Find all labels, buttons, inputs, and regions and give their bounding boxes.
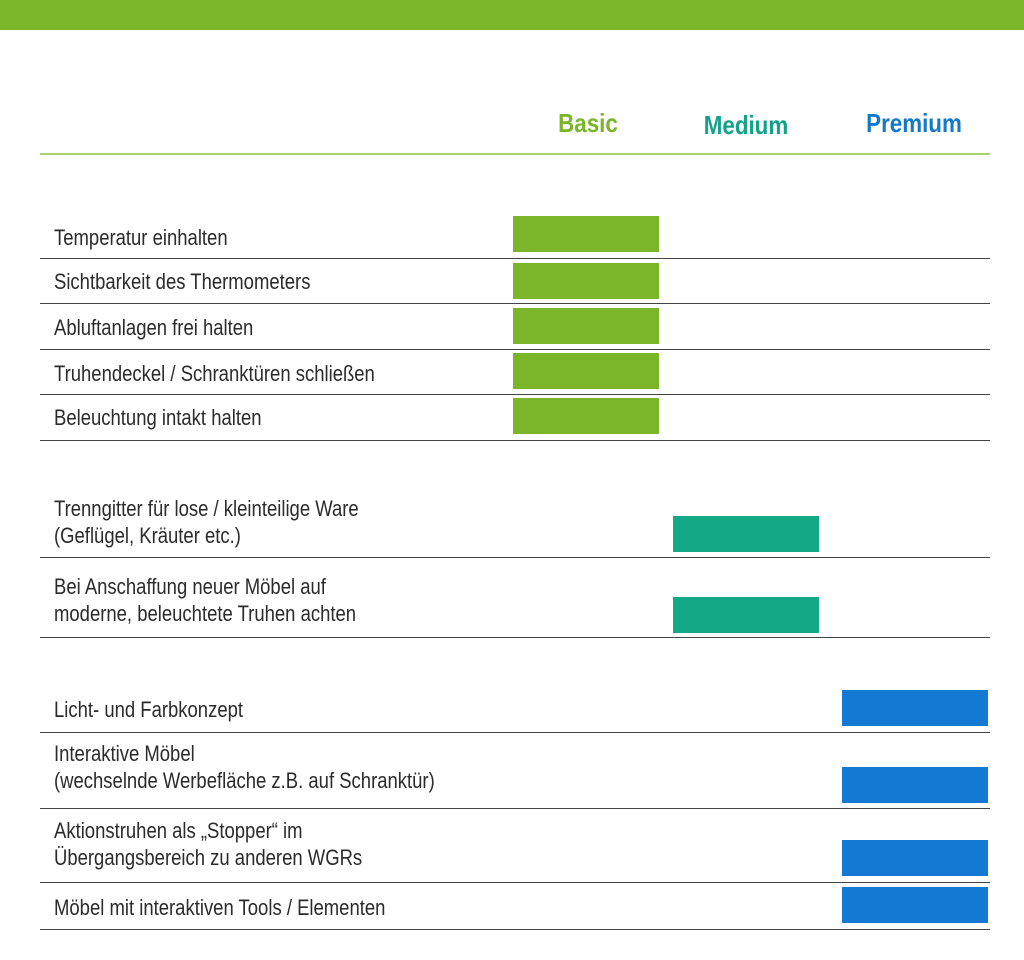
premium-item-label: Interaktive Möbel (wechselnde Werbefläch… [54, 741, 435, 793]
premium-item-label: Licht- und Farbkonzept [54, 697, 244, 722]
premium-item-label: Aktionstruhen als „Stopper“ im Übergangs… [54, 818, 363, 870]
row-divider [40, 882, 990, 883]
row-divider [40, 394, 990, 395]
top-accent-bar [0, 0, 1024, 30]
row-divider [40, 732, 990, 733]
basic-item-label: Temperatur einhalten [54, 225, 228, 250]
premium-indicator-bar [842, 690, 988, 726]
column-header-basic: Basic [558, 108, 618, 138]
row-divider [40, 637, 990, 638]
medium-item-label: Trenngitter für lose / kleinteilige Ware… [54, 496, 359, 548]
medium-item-label: Bei Anschaffung neuer Möbel auf moderne,… [54, 574, 357, 626]
premium-item-label: Möbel mit interaktiven Tools / Elementen [54, 895, 386, 920]
row-divider [40, 303, 990, 304]
medium-indicator-bar [673, 597, 819, 633]
column-header-medium: Medium [703, 110, 789, 140]
basic-indicator-bar [513, 353, 659, 389]
row-divider [40, 929, 990, 930]
basic-item-label: Truhendeckel / Schranktüren schließen [54, 361, 375, 386]
medium-indicator-bar [673, 516, 819, 552]
basic-indicator-bar [513, 263, 659, 299]
row-divider [40, 258, 990, 259]
premium-indicator-bar [842, 767, 988, 803]
header-divider [40, 153, 990, 155]
row-divider [40, 349, 990, 350]
premium-indicator-bar [842, 840, 988, 876]
row-divider [40, 808, 990, 809]
row-divider [40, 557, 990, 558]
premium-indicator-bar [842, 887, 988, 923]
row-divider [40, 440, 990, 441]
basic-item-label: Sichtbarkeit des Thermometers [54, 269, 311, 294]
basic-item-label: Beleuchtung intakt halten [54, 405, 262, 430]
basic-indicator-bar [513, 398, 659, 434]
basic-item-label: Abluftanlagen frei halten [54, 315, 254, 340]
basic-indicator-bar [513, 308, 659, 344]
basic-indicator-bar [513, 216, 659, 252]
column-header-premium: Premium [866, 108, 962, 138]
